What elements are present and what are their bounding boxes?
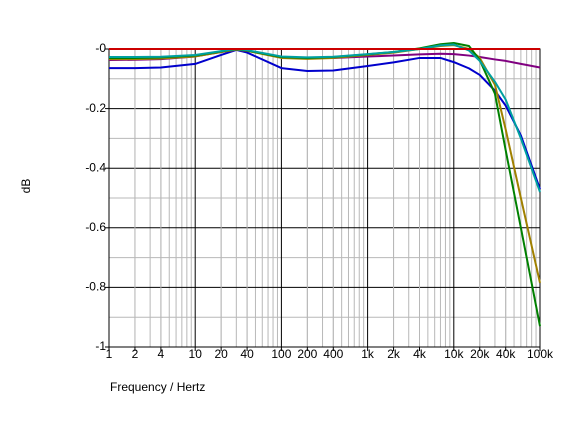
series-line [109, 43, 541, 193]
x-tick-label: 20k [470, 347, 490, 361]
x-tick-label: 100k [527, 347, 554, 361]
y-tick-label: -0.8 [85, 280, 106, 294]
x-tick-label: 10k [444, 347, 464, 361]
x-tick-label: 40 [240, 347, 254, 361]
x-tick-label: 40k [496, 347, 516, 361]
x-tick-label: 4k [413, 347, 427, 361]
y-tick-label: -0.2 [85, 101, 106, 115]
x-tick-label: 2k [387, 347, 401, 361]
x-tick-label: 20 [214, 347, 228, 361]
y-tick-label: -0 [95, 41, 106, 55]
x-tick-label: 10 [189, 347, 203, 361]
x-tick-label: 2 [132, 347, 139, 361]
y-tick-label: -1 [95, 339, 106, 353]
x-tick-label: 200 [297, 347, 317, 361]
x-axis-label: Frequency / Hertz [110, 380, 205, 394]
y-tick-label: -0.6 [85, 220, 106, 234]
series-line [109, 48, 541, 190]
series-line [109, 44, 541, 284]
x-tick-label: 1k [361, 347, 375, 361]
x-tick-label: 400 [323, 347, 343, 361]
x-tick-label: 1 [106, 347, 113, 361]
y-axis-label: dB [19, 179, 33, 194]
series-line [109, 42, 541, 327]
x-tick-label: 100 [271, 347, 291, 361]
x-tick-label: 4 [158, 347, 165, 361]
y-tick-label: -0.4 [85, 160, 106, 174]
